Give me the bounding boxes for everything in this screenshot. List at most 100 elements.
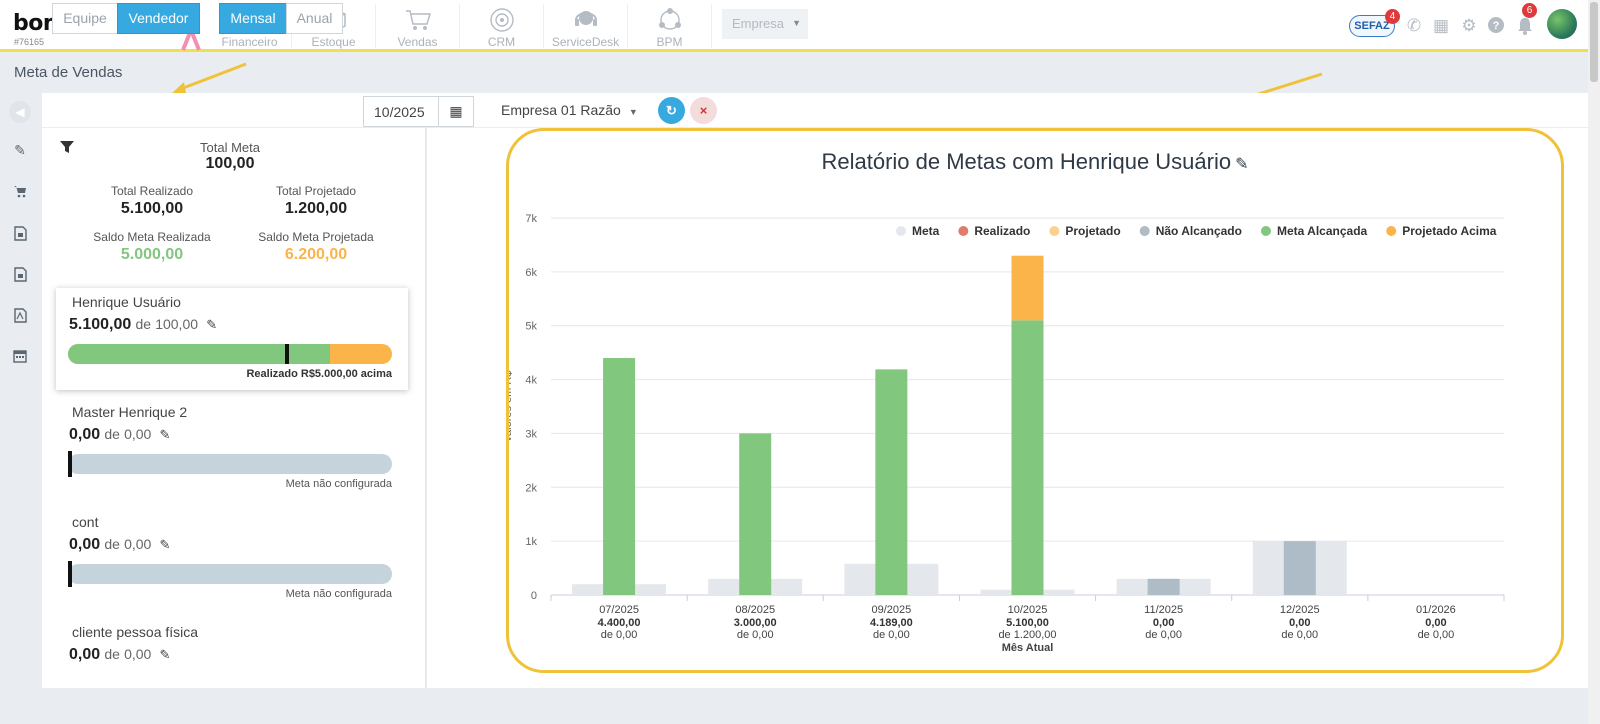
document-icon[interactable]: [12, 267, 28, 283]
network-icon: [658, 8, 681, 30]
calendar-icon[interactable]: ▦: [438, 96, 474, 127]
module-label: CRM: [487, 35, 516, 49]
company-select[interactable]: Empresa 01 Razão ▼: [501, 102, 638, 118]
y-axis-label: Valores em R$: [509, 371, 514, 443]
seller-card[interactable]: cliente pessoa física 0,00 de 0,00 ✎: [56, 618, 408, 688]
module-bpm[interactable]: BPM: [628, 4, 712, 49]
account-id: #76165: [14, 37, 45, 47]
page-scrollbar[interactable]: [1588, 0, 1600, 724]
module-vendas[interactable]: Vendas: [376, 4, 460, 49]
bar-chart: 0 1k 2k 3k 4k 5k 6k 7k Valores em R$ 07/20254.400…: [509, 213, 1505, 654]
total-projetado-stat: Total Projetado 1.200,00: [246, 184, 386, 218]
seller-meta: 0,00: [124, 536, 152, 552]
clear-button[interactable]: ×: [690, 97, 717, 124]
total-realizado-stat: Total Realizado 5.100,00: [82, 184, 222, 218]
bar-meta-alcan-ada: [1011, 320, 1044, 595]
module-crm[interactable]: CRM: [460, 4, 544, 49]
saldo-projetada-value: 6.200,00: [284, 246, 348, 263]
legend-label: Projetado: [1065, 224, 1120, 238]
calendar-icon[interactable]: ▦: [1432, 16, 1450, 35]
category-value-label: 4.400,00: [598, 617, 641, 629]
headset-icon: [574, 11, 597, 26]
seller-card[interactable]: Master Henrique 2 0,00 de 0,00 ✎ Meta nã…: [56, 398, 408, 502]
scrollbar-thumb[interactable]: [1590, 2, 1598, 82]
module-servicedesk[interactable]: ServiceDesk: [544, 4, 628, 49]
category-sub-label: de 1.200,00: [998, 629, 1056, 641]
avatar[interactable]: [1547, 9, 1577, 39]
pdf-icon[interactable]: [12, 308, 28, 324]
filter-bar: [42, 93, 1588, 127]
group-option-vendedor[interactable]: Vendedor: [117, 3, 200, 34]
category-value-label: 5.100,00: [1006, 617, 1049, 629]
bar-meta-alcan-ada: [739, 433, 772, 595]
legend-label: Não Alcançado: [1156, 224, 1242, 238]
help-icon[interactable]: ?: [1486, 16, 1506, 36]
target-icon: [489, 8, 514, 32]
calendar-icon[interactable]: [12, 349, 28, 365]
meta-marker: [68, 451, 72, 477]
notification-badge: 6: [1522, 3, 1537, 18]
gear-icon[interactable]: ⚙: [1461, 16, 1477, 35]
period-option-mensal[interactable]: Mensal: [219, 3, 287, 34]
edit-icon[interactable]: ✎: [206, 317, 218, 332]
sefaz-button[interactable]: SEFAZ: [1349, 15, 1395, 37]
legend-marker: [1139, 226, 1150, 236]
seller-card[interactable]: Henrique Usuário 5.100,00 de 100,00 ✎ Re…: [56, 288, 408, 390]
legend-label: Projetado Acima: [1402, 224, 1497, 238]
category-value-label: 3.000,00: [734, 617, 777, 629]
saldo-realizada-value: 5.000,00: [120, 246, 184, 263]
category-sub-label: de 0,00: [601, 629, 638, 641]
seller-card[interactable]: cont 0,00 de 0,00 ✎ Meta não configurada: [56, 508, 408, 612]
module-label: ServiceDesk: [551, 35, 620, 49]
edit-icon[interactable]: ✎: [159, 537, 171, 552]
sefaz-badge: 4: [1385, 9, 1400, 24]
edit-icon[interactable]: ✎: [159, 427, 171, 442]
period-option-anual[interactable]: Anual: [286, 3, 343, 34]
seller-meta: 0,00: [124, 646, 152, 662]
seller-value: 5.100,00: [69, 316, 132, 333]
seller-note: Meta não configurada: [285, 478, 392, 490]
refresh-button[interactable]: ↻: [658, 97, 685, 124]
y-tick-label: 3k: [525, 428, 537, 440]
bar-n-o-alcan-ado: [1147, 578, 1180, 595]
document-icon[interactable]: [12, 226, 28, 242]
y-tick-label: 2k: [525, 482, 537, 494]
current-month-label: Mês Atual: [1002, 642, 1054, 654]
total-projetado-value: 1.200,00: [284, 200, 348, 217]
category-sub-label: de 0,00: [1145, 629, 1182, 641]
seller-de: de: [104, 646, 120, 662]
category-sub-label: de 0,00: [873, 629, 910, 641]
caret-down-icon: ▼: [628, 107, 638, 117]
x-tick-label: 07/2025: [599, 604, 639, 616]
group-option-equipe[interactable]: Equipe: [52, 3, 118, 34]
seller-de: de: [104, 426, 120, 442]
annotation-arrow: [172, 62, 247, 93]
whatsapp-icon[interactable]: ✆: [1406, 16, 1422, 35]
seller-value: 0,00: [69, 536, 101, 553]
cart-icon: [405, 10, 431, 30]
edit-icon[interactable]: ✎: [1235, 156, 1249, 173]
total-meta-stat: Total Meta 100,00: [160, 140, 300, 173]
x-tick-label: 09/2025: [871, 604, 911, 616]
caret-down-icon: ▼: [792, 18, 801, 28]
empresa-select-label: Empresa: [732, 16, 785, 31]
back-circle-icon[interactable]: ◀: [9, 101, 31, 123]
edit-icon[interactable]: ✎: [159, 647, 171, 662]
category-value-label: 0,00: [1153, 617, 1174, 629]
seller-note: Realizado R$5.000,00 acima: [246, 368, 392, 380]
empresa-select[interactable]: Empresa ▼: [722, 9, 808, 39]
date-input[interactable]: 10/2025: [363, 96, 439, 127]
chart-title-row: Relatório de Metas com Henrique Usuário ✎: [509, 149, 1561, 175]
saldo-realizada-label: Saldo Meta Realizada: [93, 230, 211, 244]
bell-icon[interactable]: [1515, 16, 1535, 36]
legend-marker: [1260, 226, 1271, 236]
wrench-icon[interactable]: ✎: [14, 142, 26, 158]
total-meta-value: 100,00: [205, 155, 255, 172]
filter-icon[interactable]: [60, 140, 74, 157]
seller-value: 0,00: [69, 646, 101, 663]
legend-marker: [958, 226, 969, 236]
seller-meta: 0,00: [124, 426, 152, 442]
saldo-realizada-stat: Saldo Meta Realizada 5.000,00: [72, 230, 232, 264]
legend-marker: [1049, 226, 1060, 236]
cart-icon[interactable]: [12, 184, 28, 200]
